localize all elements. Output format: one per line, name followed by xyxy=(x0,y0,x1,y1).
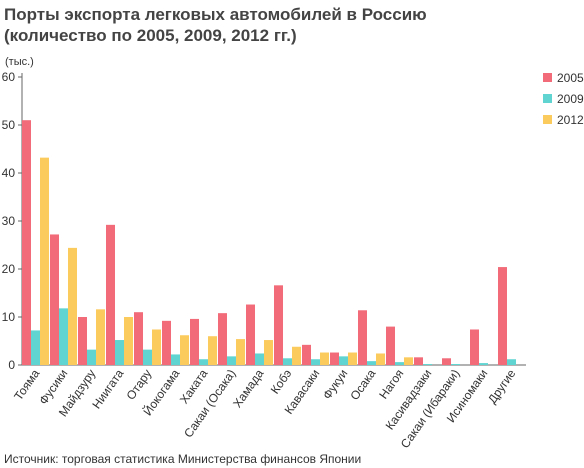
bar-2009-3 xyxy=(87,349,96,365)
bar-2009-12 xyxy=(339,356,348,365)
legend-label: 2009 xyxy=(557,92,584,106)
bar-2012-8 xyxy=(236,339,245,365)
bar-2005-10 xyxy=(274,285,283,365)
bar-2005-1 xyxy=(22,120,31,365)
y-tick-label: 0 xyxy=(8,358,15,372)
bar-2012-7 xyxy=(208,336,217,365)
bar-2009-5 xyxy=(143,349,152,365)
bar-2012-12 xyxy=(348,352,357,365)
bar-2005-6 xyxy=(162,320,171,365)
bar-2009-17 xyxy=(479,363,488,365)
bar-2012-10 xyxy=(292,346,301,365)
y-tick-label: 20 xyxy=(2,262,16,276)
x-category-label: Другие xyxy=(485,366,519,406)
bar-2005-11 xyxy=(302,344,311,365)
bar-2005-13 xyxy=(358,310,367,365)
bar-2009-14 xyxy=(395,362,404,365)
x-category-label: Кобэ xyxy=(268,367,295,397)
bar-2005-2 xyxy=(50,234,59,365)
chart-title: Порты экспорта легковых автомобилей в Ро… xyxy=(4,4,580,46)
legend-label: 2012 xyxy=(557,113,584,127)
legend-swatch-2005 xyxy=(543,73,552,82)
bar-2005-3 xyxy=(78,317,87,365)
legend-label: 2005 xyxy=(557,71,584,85)
bar-2009-7 xyxy=(199,359,208,365)
bar-2005-5 xyxy=(134,312,143,365)
bar-2009-1 xyxy=(31,330,40,365)
y-tick-label: 50 xyxy=(2,118,16,132)
bar-2009-2 xyxy=(59,308,68,365)
bars-layer xyxy=(22,120,516,365)
bar-2005-4 xyxy=(106,224,115,365)
source-note: Источник: торговая статистика Министерст… xyxy=(4,452,362,466)
bar-2009-8 xyxy=(227,356,236,365)
bar-2005-15 xyxy=(414,357,423,365)
y-axis-unit: (тыс.) xyxy=(5,56,34,68)
legend-swatch-2009 xyxy=(543,94,552,103)
x-category-label: Фукуи xyxy=(320,367,351,402)
bar-2012-11 xyxy=(320,352,329,365)
bar-2012-2 xyxy=(68,247,77,365)
bar-2009-9 xyxy=(255,353,264,365)
category-labels: ТоямаФусикиМайдзуруНиигатаОтаруЙокогамаХ… xyxy=(11,366,518,451)
y-tick-label: 40 xyxy=(2,166,16,180)
bar-2005-16 xyxy=(442,358,451,365)
y-tick-label: 30 xyxy=(2,214,16,228)
bar-2012-1 xyxy=(40,157,49,365)
bar-2012-4 xyxy=(124,317,133,365)
bar-2012-13 xyxy=(376,353,385,365)
bar-2009-10 xyxy=(283,358,292,365)
bar-2005-18 xyxy=(498,267,507,365)
bar-2012-6 xyxy=(180,335,189,365)
bar-2005-14 xyxy=(386,326,395,365)
bar-2012-9 xyxy=(264,340,273,365)
bar-2009-15 xyxy=(423,364,432,365)
bar-2009-6 xyxy=(171,354,180,365)
bar-2009-13 xyxy=(367,361,376,365)
bar-2012-3 xyxy=(96,309,105,365)
bar-2009-4 xyxy=(115,340,124,365)
bar-2009-11 xyxy=(311,359,320,365)
chart-title-line2: (количество по 2005, 2009, 2012 гг.) xyxy=(4,26,297,45)
bar-2005-12 xyxy=(330,352,339,365)
bar-2009-18 xyxy=(507,359,516,365)
bar-2009-16 xyxy=(451,364,460,365)
bar-2012-5 xyxy=(152,329,161,365)
x-category-label: Осака xyxy=(347,366,378,402)
legend-swatch-2012 xyxy=(543,115,552,124)
y-tick-label: 10 xyxy=(2,310,16,324)
y-tick-label: 60 xyxy=(2,70,16,84)
chart-title-line1: Порты экспорта легковых автомобилей в Ро… xyxy=(4,5,427,24)
bar-2005-8 xyxy=(218,313,227,365)
bar-2005-7 xyxy=(190,318,199,365)
bar-2005-17 xyxy=(470,329,479,365)
legend: 2005 2009 2012 xyxy=(543,71,584,127)
bar-2005-9 xyxy=(246,304,255,365)
bar-2012-14 xyxy=(404,357,413,365)
